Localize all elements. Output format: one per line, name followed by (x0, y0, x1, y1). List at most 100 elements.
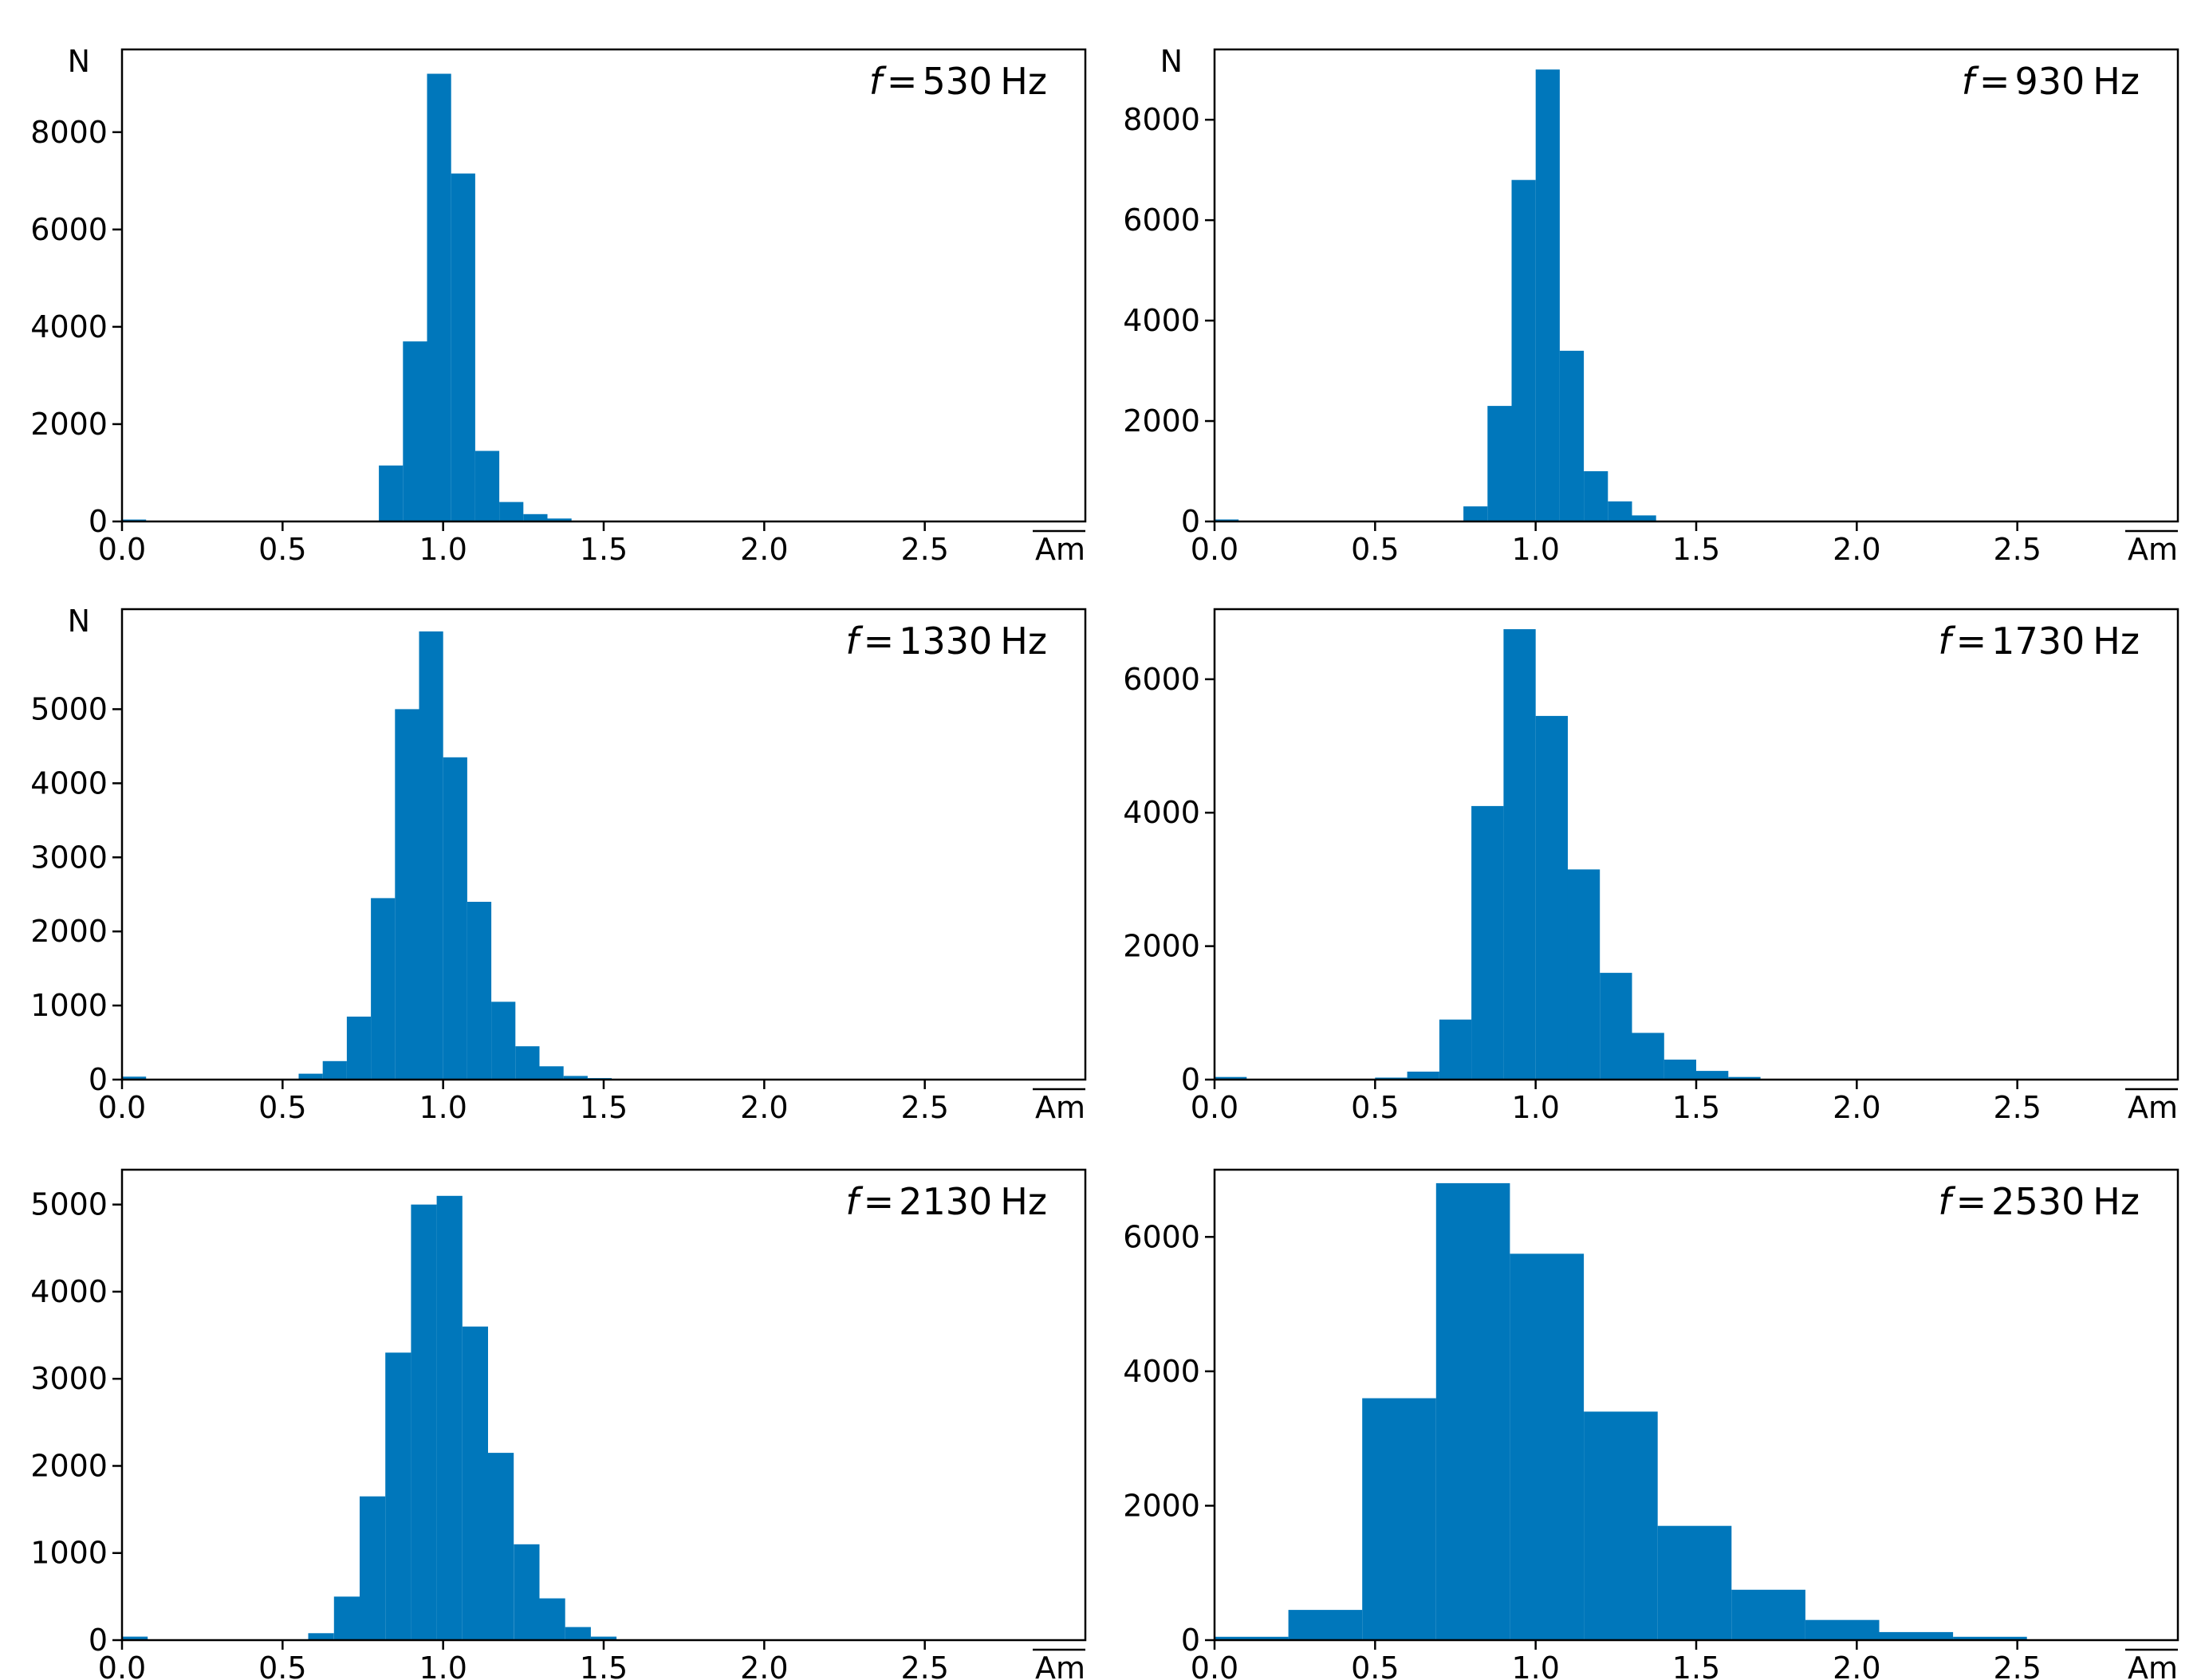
histogram-bar (523, 513, 548, 521)
histogram-bar (1362, 1398, 1436, 1640)
frequency-value: 530 (922, 60, 992, 103)
frequency-unit: Hz (2093, 60, 2140, 103)
histogram-bar (1805, 1619, 1880, 1640)
histogram-bar (1407, 1072, 1439, 1080)
y-axis-label: N (1160, 44, 1183, 79)
y-tick-label: 8000 (30, 115, 108, 150)
histogram-bar (1953, 1636, 2027, 1640)
y-tick-label: 0 (89, 1062, 108, 1097)
frequency-value: 2530 (1991, 1180, 2085, 1223)
frequency-symbol: f (845, 1180, 863, 1223)
x-tick-label: 1.5 (1672, 1090, 1720, 1125)
frequency-value: 930 (2014, 60, 2085, 103)
histogram-bar (1584, 471, 1608, 521)
x-tick-label: 0.5 (1351, 1650, 1399, 1680)
x-tick-label: 0.5 (258, 1090, 306, 1125)
histogram-bar (427, 73, 451, 521)
x-tick-label: 2.5 (1993, 532, 2041, 567)
histogram-bar (565, 1627, 591, 1640)
y-tick-label: 5000 (30, 691, 108, 726)
histogram-bar (333, 1596, 360, 1640)
y-tick-label: 4000 (1123, 1354, 1200, 1389)
frequency-equals: = (887, 60, 918, 103)
histogram-bar (474, 450, 500, 521)
histogram-bar (1567, 869, 1601, 1080)
y-tick-label: 6000 (1123, 203, 1200, 238)
y-tick-label: 2000 (1123, 403, 1200, 439)
histogram-bar (308, 1633, 334, 1640)
axes-frame (1213, 48, 2179, 523)
axes-frame (120, 48, 1087, 523)
x-tick-label: 1.0 (1511, 532, 1559, 567)
histogram-panel-bottom-left: 0.0 0.5 1.0 1.5 2.0 2.5 0 1000 2000 3000 4000 5000 A… (30, 1168, 1087, 1680)
histogram-bar (403, 341, 427, 521)
histogram-panel-top-left: 0.0 0.5 1.0 1.5 2.0 2.5 0 2000 4000 6000 8000 N Am f =… (30, 44, 1087, 567)
histogram-bar (462, 1326, 488, 1640)
x-tick-label: 0.0 (1191, 532, 1238, 567)
histogram-bar (371, 898, 396, 1080)
x-axis-label: Am (2128, 1650, 2178, 1680)
histogram-bar (360, 1496, 386, 1640)
x-tick-label: 2.5 (1993, 1650, 2041, 1680)
x-tick-label: 2.0 (740, 1090, 788, 1125)
histogram-bar (322, 1060, 347, 1080)
y-tick-label: 1000 (30, 988, 108, 1023)
histogram-bar (515, 1046, 540, 1080)
histogram-bar (1503, 629, 1536, 1080)
histogram-bar (1439, 1019, 1472, 1080)
histogram-bar (1288, 1610, 1363, 1640)
histogram-bar (590, 1636, 617, 1640)
x-tick-label: 0.5 (1351, 532, 1399, 567)
x-axis-label: Am (1035, 1090, 1085, 1125)
x-axis-label: Am (1035, 1650, 1085, 1680)
y-tick-label: 5000 (30, 1187, 108, 1222)
frequency-symbol: f (845, 620, 863, 663)
x-tick-label: 2.0 (740, 1650, 788, 1680)
x-tick-label: 0.5 (258, 532, 306, 567)
frequency-equals: = (1979, 60, 2010, 103)
frequency-value: 1330 (899, 620, 992, 663)
histogram-bar (563, 1076, 588, 1080)
frequency-annotation: f = 2130 Hz (845, 1180, 1047, 1223)
axes-frame (120, 1168, 1087, 1642)
x-axis-label: Am (1035, 532, 1085, 567)
histogram-bar (451, 173, 475, 521)
x-tick-label: 1.0 (1511, 1650, 1559, 1680)
y-tick-label: 4000 (30, 765, 108, 801)
frequency-value: 1730 (1991, 620, 2085, 663)
y-tick-label: 6000 (1123, 1219, 1200, 1254)
histogram-bar (298, 1073, 323, 1080)
x-tick-label: 1.5 (580, 1090, 628, 1125)
frequency-equals: = (864, 1180, 895, 1223)
histogram-bar (1632, 515, 1656, 521)
frequency-symbol: f (1962, 60, 1979, 103)
y-tick-label: 8000 (1123, 102, 1200, 137)
histogram-bar (1511, 179, 1536, 521)
histogram-bar (1584, 1411, 1658, 1640)
histogram-bar (419, 631, 443, 1080)
x-tick-label: 0.0 (98, 1650, 146, 1680)
x-tick-label: 1.0 (419, 1650, 467, 1680)
y-tick-label: 4000 (30, 309, 108, 344)
histogram-bar (1600, 973, 1632, 1080)
histogram-panel-middle-left: 0.0 0.5 1.0 1.5 2.0 2.5 0 1000 2000 3000 4000 5000 N… (30, 604, 1087, 1125)
histogram-bar (491, 1001, 516, 1080)
frequency-annotation: f = 1330 Hz (845, 620, 1047, 663)
histogram-bar (1215, 1636, 1289, 1640)
histogram-bar (1879, 1631, 1954, 1640)
frequency-annotation: f = 930 Hz (1962, 60, 2140, 103)
frequency-symbol: f (869, 60, 887, 103)
y-tick-label: 2000 (1123, 1488, 1200, 1523)
histogram-bar (499, 502, 524, 521)
y-axis-label: N (68, 604, 90, 639)
frequency-unit: Hz (2093, 620, 2140, 663)
histogram-bar (1535, 715, 1568, 1080)
histogram-panel-top-right: 0.0 0.5 1.0 1.5 2.0 2.5 0 2000 4000 6000 8000 N Am f =… (1123, 44, 2179, 567)
histogram-bar (539, 1066, 564, 1080)
y-tick-label: 2000 (1123, 929, 1200, 964)
x-tick-label: 0.0 (98, 1090, 146, 1125)
y-tick-label: 4000 (1123, 795, 1200, 830)
x-tick-label: 1.0 (1511, 1090, 1559, 1125)
x-tick-label: 1.0 (419, 532, 467, 567)
